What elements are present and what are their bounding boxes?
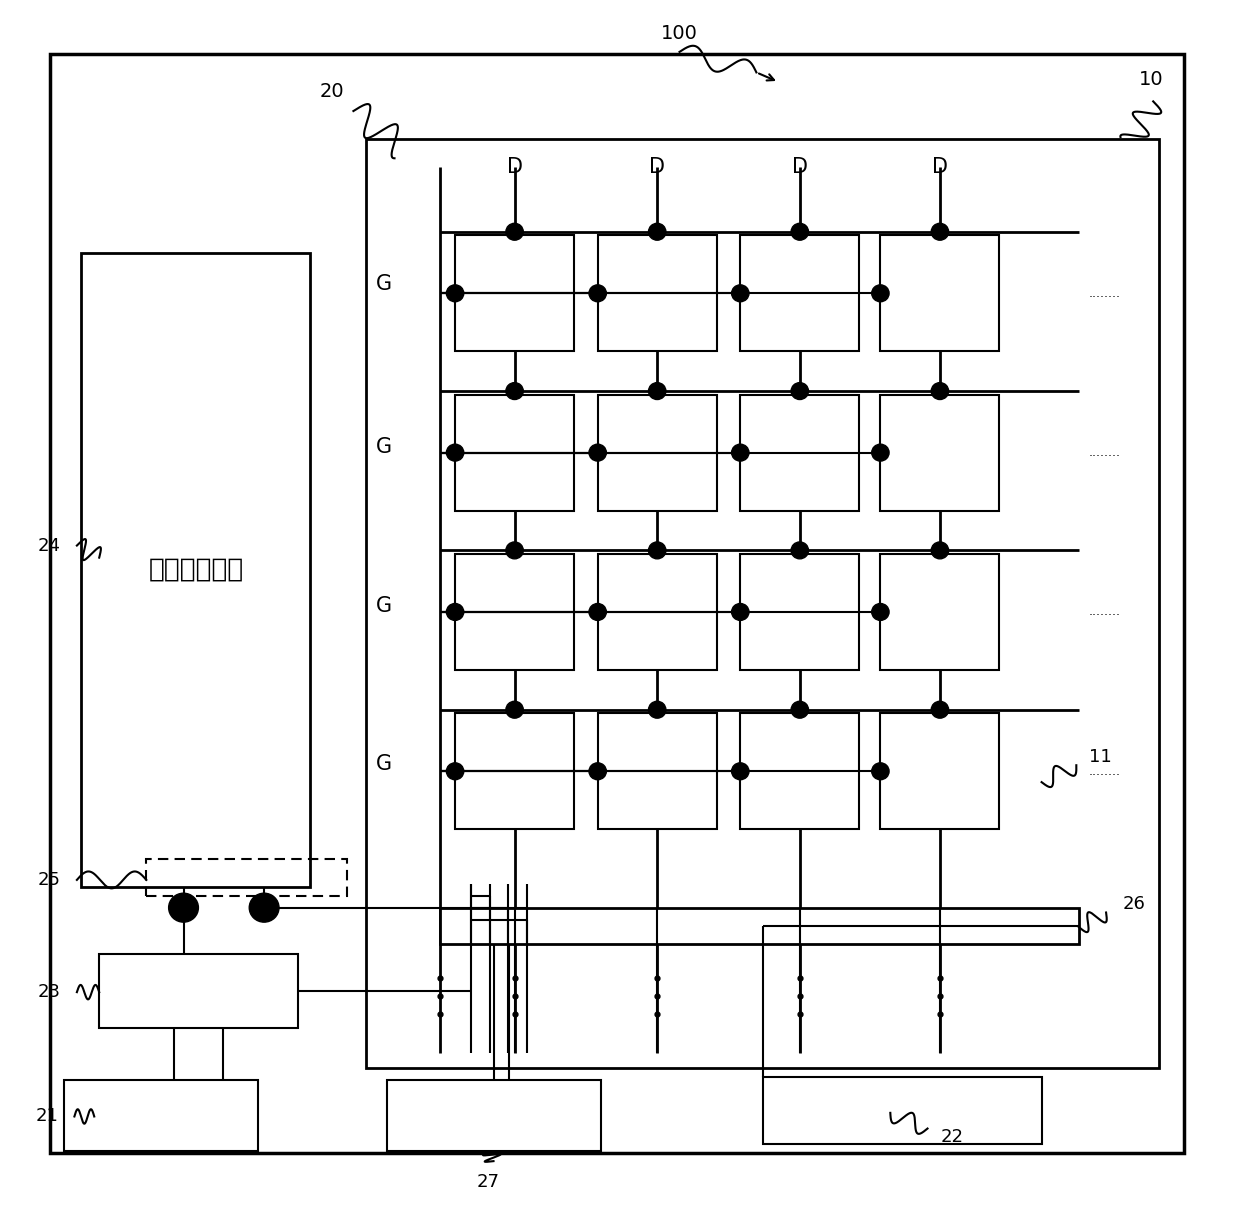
Text: G: G	[376, 596, 393, 616]
Bar	[64, 1080, 258, 1151]
Circle shape	[506, 542, 523, 559]
Circle shape	[791, 383, 808, 400]
Circle shape	[506, 223, 523, 240]
Text: 21: 21	[36, 1108, 58, 1125]
Circle shape	[506, 383, 523, 400]
Circle shape	[791, 542, 808, 559]
Text: 100: 100	[661, 24, 698, 43]
Circle shape	[249, 893, 279, 922]
Text: D: D	[932, 157, 947, 176]
Text: 扫描驱动电路: 扫描驱动电路	[149, 556, 243, 583]
Bar	[740, 235, 859, 351]
Circle shape	[506, 701, 523, 718]
Text: 26: 26	[1122, 896, 1145, 912]
Circle shape	[446, 285, 464, 302]
Circle shape	[589, 763, 606, 780]
Circle shape	[169, 893, 198, 922]
Circle shape	[649, 542, 666, 559]
Bar	[455, 235, 574, 351]
Bar	[740, 713, 859, 829]
Circle shape	[791, 223, 808, 240]
Circle shape	[649, 223, 666, 240]
Bar	[455, 554, 574, 670]
Bar	[598, 713, 717, 829]
Bar	[99, 954, 298, 1028]
Circle shape	[589, 604, 606, 620]
Circle shape	[791, 701, 808, 718]
Bar	[880, 554, 999, 670]
Bar	[880, 713, 999, 829]
Text: ........: ........	[1089, 447, 1121, 459]
Text: ........: ........	[1089, 287, 1121, 299]
Text: 24: 24	[38, 537, 61, 554]
Circle shape	[872, 285, 889, 302]
Bar	[81, 253, 310, 887]
Circle shape	[931, 701, 949, 718]
Circle shape	[931, 383, 949, 400]
Text: D: D	[507, 157, 522, 176]
Circle shape	[589, 285, 606, 302]
Circle shape	[872, 444, 889, 461]
Text: 22: 22	[941, 1129, 963, 1145]
Bar	[366, 139, 1159, 1068]
Text: D: D	[650, 157, 665, 176]
Text: 10: 10	[1138, 70, 1163, 89]
Bar	[598, 235, 717, 351]
Circle shape	[732, 604, 749, 620]
Bar	[440, 908, 1079, 944]
Bar	[455, 395, 574, 511]
Text: ........: ........	[1089, 765, 1121, 777]
Circle shape	[732, 285, 749, 302]
Text: 11: 11	[1089, 748, 1111, 765]
Text: G: G	[376, 754, 393, 774]
Bar	[740, 395, 859, 511]
Bar	[740, 554, 859, 670]
Circle shape	[446, 444, 464, 461]
Text: D: D	[792, 157, 807, 176]
Text: 25: 25	[38, 871, 61, 888]
Circle shape	[872, 604, 889, 620]
Bar	[146, 859, 347, 896]
Circle shape	[446, 604, 464, 620]
Circle shape	[931, 542, 949, 559]
Circle shape	[649, 701, 666, 718]
Text: 20: 20	[320, 82, 345, 101]
Circle shape	[589, 444, 606, 461]
Text: G: G	[376, 274, 393, 293]
Circle shape	[732, 763, 749, 780]
Bar	[455, 713, 574, 829]
Text: G: G	[376, 437, 393, 456]
Bar	[598, 395, 717, 511]
Circle shape	[649, 383, 666, 400]
Text: 27: 27	[477, 1173, 500, 1191]
Circle shape	[732, 444, 749, 461]
Text: 23: 23	[38, 984, 61, 1001]
Bar	[880, 395, 999, 511]
Circle shape	[872, 763, 889, 780]
Bar	[880, 235, 999, 351]
Circle shape	[446, 763, 464, 780]
Circle shape	[931, 223, 949, 240]
Bar	[387, 1080, 601, 1151]
Text: ........: ........	[1089, 606, 1121, 618]
Bar	[598, 554, 717, 670]
Bar	[763, 1077, 1042, 1144]
